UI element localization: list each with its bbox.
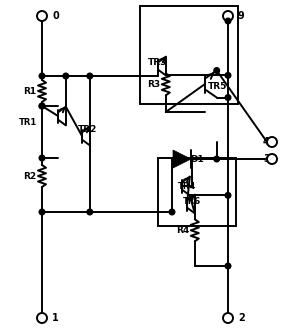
Text: TR5: TR5 (208, 81, 227, 91)
Circle shape (214, 156, 220, 162)
Text: TR2: TR2 (78, 125, 98, 134)
Circle shape (223, 313, 233, 323)
Circle shape (87, 209, 93, 215)
Circle shape (225, 18, 231, 24)
Circle shape (39, 155, 45, 161)
Circle shape (87, 73, 93, 79)
Text: 1: 1 (52, 313, 59, 323)
Text: R4: R4 (176, 226, 189, 235)
Polygon shape (173, 150, 191, 168)
Circle shape (267, 154, 277, 164)
Text: TR3: TR3 (148, 57, 167, 66)
Text: 9: 9 (238, 11, 245, 21)
Circle shape (37, 313, 47, 323)
Bar (158, 158, 236, 226)
Circle shape (225, 263, 231, 269)
Text: 4: 4 (263, 137, 270, 147)
Circle shape (225, 72, 231, 78)
Text: 3: 3 (263, 154, 270, 164)
Circle shape (267, 137, 277, 147)
Bar (140, 6, 238, 104)
Text: D1: D1 (190, 155, 204, 164)
Text: TR4: TR4 (178, 181, 196, 190)
Circle shape (39, 103, 45, 109)
Circle shape (39, 103, 45, 109)
Text: R2: R2 (23, 171, 37, 180)
Text: 0: 0 (52, 11, 59, 21)
Circle shape (214, 68, 220, 73)
Text: 2: 2 (238, 313, 245, 323)
Circle shape (169, 209, 175, 215)
Circle shape (63, 73, 69, 79)
Circle shape (39, 73, 45, 79)
Circle shape (225, 95, 231, 100)
Text: TR6: TR6 (183, 196, 201, 205)
Circle shape (225, 193, 231, 198)
Circle shape (39, 209, 45, 215)
Circle shape (223, 11, 233, 21)
Circle shape (37, 11, 47, 21)
Text: R1: R1 (23, 87, 37, 96)
Text: R3: R3 (147, 80, 161, 89)
Text: TR1: TR1 (19, 118, 37, 127)
